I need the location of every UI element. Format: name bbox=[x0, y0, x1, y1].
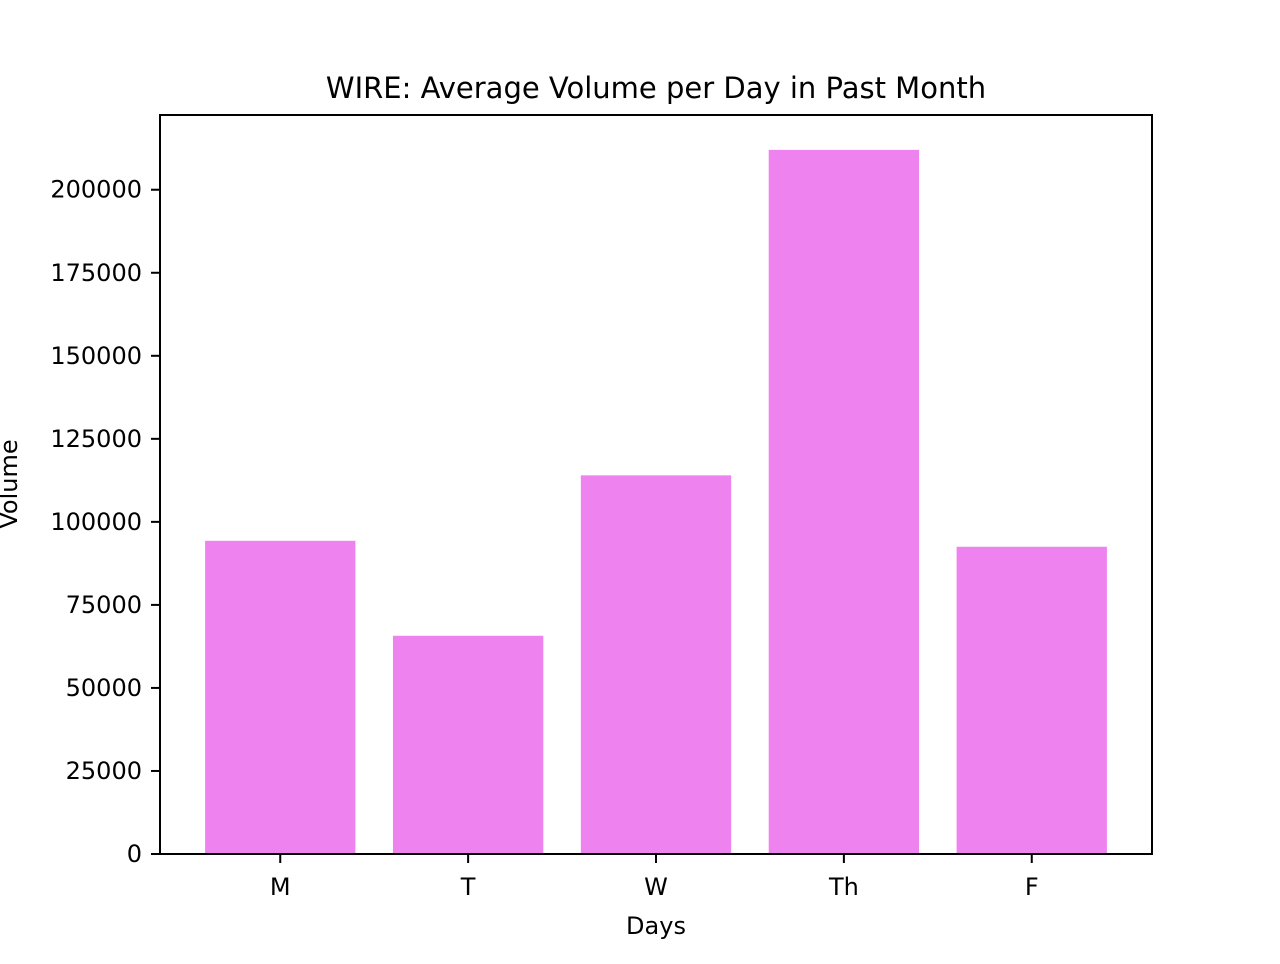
y-tick-label: 75000 bbox=[66, 591, 142, 619]
bar-w bbox=[580, 475, 732, 854]
y-axis-title: Volume bbox=[0, 439, 23, 528]
bars-layer bbox=[205, 149, 1107, 855]
y-tick-label: 150000 bbox=[50, 342, 142, 370]
y-tick-label: 50000 bbox=[66, 674, 142, 702]
bar-th bbox=[768, 149, 920, 855]
x-tick-label-w: W bbox=[644, 873, 668, 901]
chart-title: WIRE: Average Volume per Day in Past Mon… bbox=[326, 71, 986, 105]
x-axis-title: Days bbox=[626, 912, 686, 940]
bar-t bbox=[392, 635, 544, 854]
plot-frame bbox=[159, 114, 1153, 855]
y-tick-label: 200000 bbox=[50, 176, 142, 204]
x-tick-label-th: Th bbox=[828, 873, 859, 901]
y-tick-label: 0 bbox=[127, 840, 142, 868]
y-axis-ticks: 0 25000 50000 75000 100000 125000 150000 175000… bbox=[50, 176, 160, 868]
y-tick-label: 175000 bbox=[50, 259, 142, 287]
x-tick-label-m: M bbox=[270, 873, 291, 901]
y-tick-label: 100000 bbox=[50, 508, 142, 536]
y-tick-label: 125000 bbox=[50, 425, 142, 453]
x-tick-label-f: F bbox=[1025, 873, 1039, 901]
x-tick-label-t: T bbox=[460, 873, 476, 901]
x-axis-ticks: M T W Th F bbox=[270, 854, 1039, 901]
bar-m bbox=[205, 540, 356, 854]
y-tick-label: 25000 bbox=[66, 757, 142, 785]
bar-f bbox=[956, 546, 1107, 854]
